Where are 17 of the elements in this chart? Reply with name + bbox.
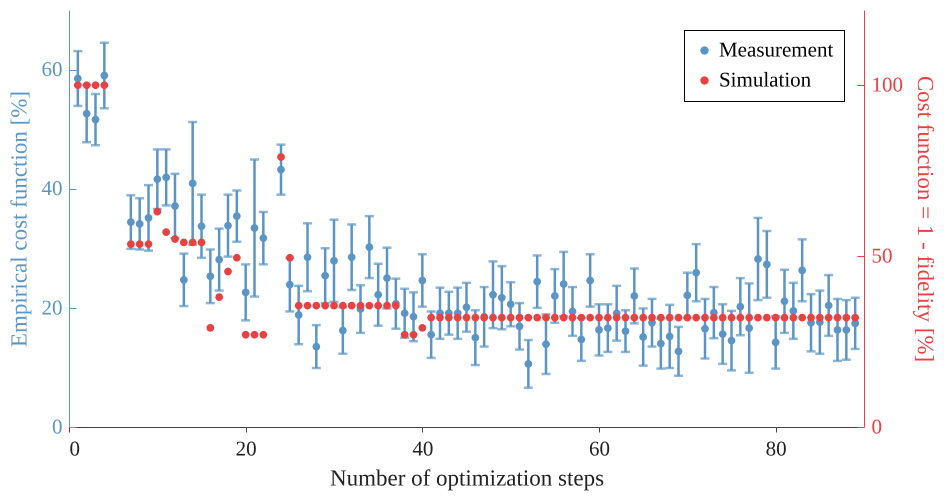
y2-axis-title: Cost function = 1 - fidelity [%] bbox=[913, 76, 938, 362]
x-tick-label: 80 bbox=[766, 436, 787, 460]
y2-tick-label: 100 bbox=[872, 72, 903, 97]
y2-tick-label: 0 bbox=[872, 414, 882, 438]
legend-label: Measurement bbox=[719, 38, 834, 62]
y-tick-label: 60 bbox=[42, 57, 62, 82]
y-tick-label: 40 bbox=[42, 176, 62, 200]
x-tick-label: 0 bbox=[70, 436, 80, 460]
x-tick-label: 20 bbox=[236, 436, 257, 460]
x-axis-title: Number of optimization steps bbox=[330, 466, 604, 490]
legend-label: Simulation bbox=[719, 68, 812, 92]
x-tick-label: 60 bbox=[589, 436, 610, 460]
y2-tick-label: 50 bbox=[872, 244, 892, 268]
x-tick-label: 40 bbox=[412, 436, 434, 460]
y-axis-title: Empirical cost function [%] bbox=[6, 90, 32, 348]
y-tick-label: 20 bbox=[42, 295, 62, 320]
y-tick-label: 0 bbox=[52, 414, 62, 438]
